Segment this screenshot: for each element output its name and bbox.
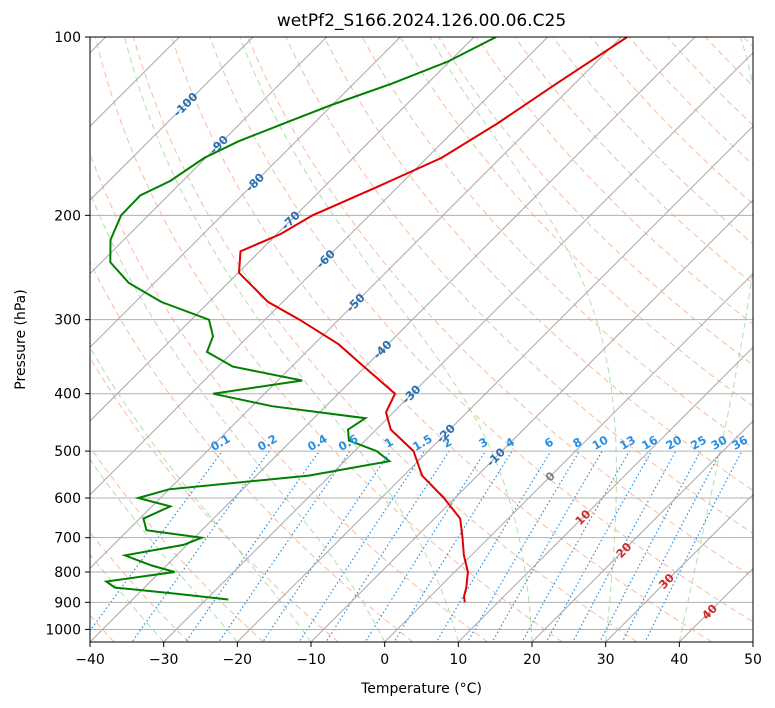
chart-title: wetPf2_S166.2024.126.00.06.C25: [277, 11, 566, 31]
dry-adiabat: [90, 260, 414, 642]
isotherm-line: [605, 493, 753, 642]
x-tick-label--40: −40: [75, 652, 105, 668]
y-tick-label-800: 800: [54, 565, 81, 581]
moist-adiabat: [90, 458, 238, 642]
moist-adiabat: [90, 190, 386, 642]
dry-adiabat: [514, 37, 753, 285]
isotherm-line: [90, 37, 475, 422]
mixing-ratio-label: 16: [639, 433, 660, 453]
mixing-ratio-label: 25: [688, 433, 709, 453]
dry-adiabat: [476, 37, 753, 325]
mixing-ratio-label: 0.4: [305, 431, 330, 453]
dry-adiabats: [90, 37, 753, 642]
mixing-ratio-label: 8: [570, 435, 584, 451]
y-tick-label-1000: 1000: [45, 622, 81, 638]
isotherm-line: [90, 37, 254, 201]
mixing-ratio-label: 13: [617, 433, 638, 453]
plot-area: -100-90-80-70-60-50-40-30-20-10010203040…: [90, 37, 753, 642]
pressure-gridlines: [90, 37, 753, 630]
mixing-ratio-label: 0.6: [336, 431, 361, 453]
mixing-ratio-label: 1: [382, 435, 396, 451]
dry-adiabat: [90, 356, 339, 642]
mixing-ratio-line: [621, 450, 722, 642]
isotherm-line: [90, 37, 328, 275]
mixing-ratio-label: 0.1: [208, 431, 233, 453]
mixing-ratio-label: 6: [542, 435, 556, 451]
plot-frame: [89, 36, 754, 643]
moist-adiabat: [239, 37, 533, 642]
temperature-line: [237, 37, 628, 603]
y-tick-label-900: 900: [54, 595, 81, 611]
y-tick-label-600: 600: [54, 491, 81, 507]
x-tick-label-0: 0: [380, 652, 389, 668]
y-tick-label-100: 100: [54, 30, 81, 46]
isotherm-line: [90, 37, 622, 570]
dry-adiabat: [90, 446, 264, 642]
isotherm-line: [457, 346, 753, 642]
mixing-ratio-label: 30: [709, 433, 730, 453]
isotherm-line: [531, 420, 753, 642]
x-tick-label-40: 40: [670, 652, 688, 668]
isotherm-line: [90, 37, 696, 642]
y-tick-label-700: 700: [54, 531, 81, 547]
y-axis: 100 200 300 400 500 600 700 800 900 1000: [45, 30, 90, 638]
y-tick-label-400: 400: [54, 387, 81, 403]
x-tick-label-30: 30: [597, 652, 615, 668]
mixing-ratio-lines: [90, 450, 743, 642]
x-tick-label-10: 10: [449, 652, 467, 668]
moist-adiabat: [90, 346, 312, 642]
isotherm-line: [384, 272, 753, 642]
mixing-ratio-line: [393, 450, 513, 642]
dry-adiabat: [285, 37, 753, 535]
y-tick-label-300: 300: [54, 313, 81, 329]
mixing-ratio-label: 10: [590, 433, 611, 453]
mixing-ratio-label: 20: [663, 433, 684, 453]
dry-adiabat: [209, 37, 753, 623]
dry-adiabat: [666, 37, 753, 126]
x-tick-label--30: −30: [149, 652, 179, 668]
x-tick-label-50: 50: [744, 652, 762, 668]
x-axis: −40 −30 −20 −10 0 10 20 30 40 50: [75, 642, 762, 668]
y-axis-label: Pressure (hPa): [13, 289, 29, 389]
moist-adiabat: [124, 37, 459, 642]
mixing-ratio-line: [644, 450, 743, 642]
dry-adiabat: [743, 37, 753, 48]
moist-adiabat: [678, 37, 753, 642]
y-tick-label-500: 500: [54, 444, 81, 460]
x-tick-label--10: −10: [296, 652, 326, 668]
mixing-ratio-label: 36: [729, 433, 750, 453]
mixing-ratio-line: [325, 450, 450, 642]
mixing-ratio-label: 3: [476, 435, 490, 451]
isotherm-line: [90, 37, 549, 496]
dry-adiabat: [323, 37, 753, 491]
isotherm-line: [310, 199, 753, 642]
isotherm-line: [163, 51, 753, 642]
isotherm-line: [90, 37, 401, 349]
x-tick-label-20: 20: [523, 652, 541, 668]
mixing-ratio-label: 0.2: [255, 431, 280, 453]
dry-adiabat: [704, 37, 753, 87]
isotherm-line: [678, 567, 753, 642]
moist-adiabat: [429, 37, 617, 642]
dewpoint-line: [103, 37, 497, 601]
dry-adiabat: [94, 37, 563, 642]
dry-adiabat: [247, 37, 753, 578]
mixing-ratio-line: [298, 450, 425, 642]
moist-adiabat: [90, 553, 165, 642]
x-axis-label: Temperature (°C): [360, 681, 482, 697]
skewed-isotherms: [90, 37, 753, 642]
mixing-ratio-line: [262, 450, 392, 642]
moist-adiabats: [90, 37, 753, 642]
x-tick-label--20: −20: [223, 652, 253, 668]
isotherm-line: [752, 641, 753, 642]
mixing-ratio-line: [545, 450, 653, 642]
sounding-series: [103, 37, 628, 603]
mixing-ratio-line: [466, 450, 580, 642]
dry-adiabat: [552, 37, 753, 245]
isotherm-line: [236, 125, 753, 642]
dry-adiabat: [171, 37, 712, 642]
y-tick-label-200: 200: [54, 208, 81, 224]
